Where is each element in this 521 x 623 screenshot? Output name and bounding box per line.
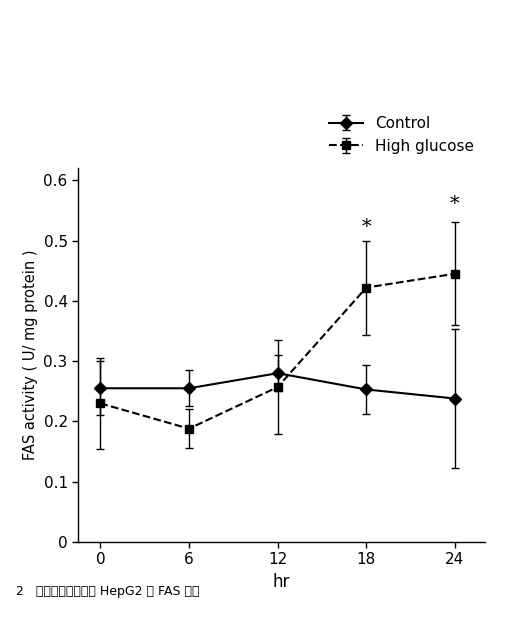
Text: 2   莨菪糖刺激肝細胞 HepG2 之 FAS 活性: 2 莨菪糖刺激肝細胞 HepG2 之 FAS 活性 [16,585,199,598]
Text: *: * [450,196,460,214]
Text: *: * [362,217,371,235]
Legend: Control, High glucose: Control, High glucose [326,113,477,157]
X-axis label: hr: hr [272,573,290,591]
Y-axis label: FAS activity ( U/ mg protein ): FAS activity ( U/ mg protein ) [23,250,38,460]
